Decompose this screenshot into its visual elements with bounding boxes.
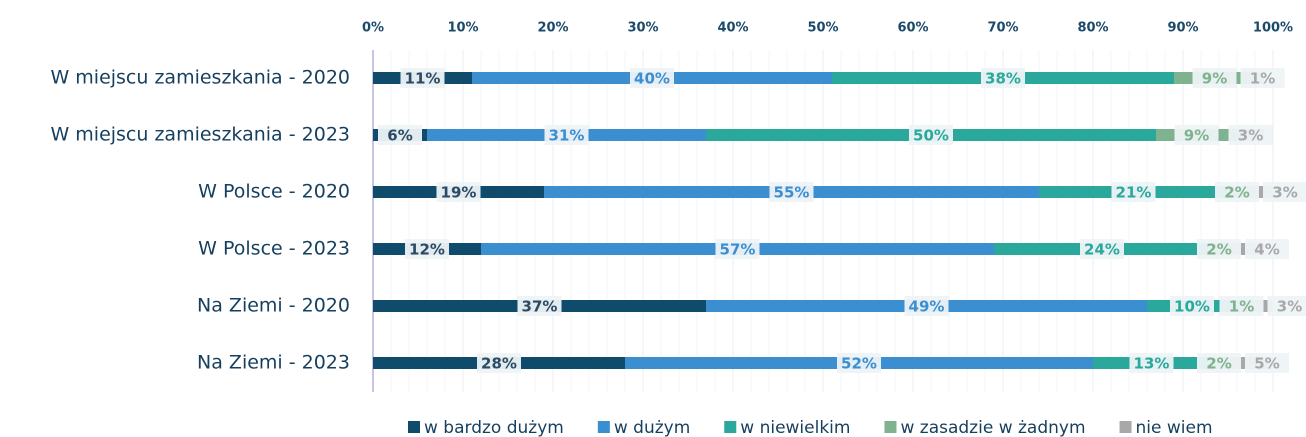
label-bg	[630, 68, 674, 88]
data-label: 50%	[913, 127, 949, 145]
legend-swatch	[408, 421, 420, 433]
legend-swatch	[1119, 421, 1132, 433]
data-label: 38%	[985, 70, 1021, 88]
legend-swatch	[884, 421, 897, 433]
data-label: 31%	[549, 127, 585, 145]
x-tick-label: 70%	[987, 21, 1018, 36]
label-bg	[400, 68, 445, 88]
category-label: Na Ziemi - 2023	[197, 352, 350, 374]
legend-swatch	[724, 421, 737, 433]
x-tick-label: 50%	[807, 21, 838, 36]
label-bg	[904, 296, 949, 316]
data-label: 9%	[1184, 127, 1209, 145]
data-label: 40%	[634, 70, 670, 88]
label-bg	[1219, 296, 1264, 316]
label-bg	[1197, 353, 1241, 373]
data-label: 28%	[481, 355, 517, 373]
label-bg	[1174, 125, 1219, 145]
data-label: 52%	[841, 355, 877, 373]
x-tick-label: 90%	[1167, 21, 1198, 36]
x-tick-label: 30%	[627, 21, 658, 36]
label-bg	[981, 68, 1025, 88]
category-label: W Polsce - 2020	[198, 181, 350, 203]
data-label: 12%	[409, 241, 445, 259]
legend-label: w bardzo dużym	[424, 418, 564, 437]
label-bg	[909, 125, 953, 145]
label-bg	[405, 239, 449, 259]
label-bg	[1080, 239, 1124, 259]
data-label: 9%	[1202, 70, 1227, 88]
data-label: 3%	[1238, 127, 1263, 145]
data-label: 2%	[1224, 184, 1249, 202]
label-bg	[436, 182, 481, 202]
data-label: 5%	[1254, 355, 1279, 373]
label-bg	[1197, 239, 1241, 259]
data-label: 3%	[1277, 298, 1302, 316]
label-bg	[544, 125, 589, 145]
label-bg	[1111, 182, 1156, 202]
label-bg	[769, 182, 814, 202]
label-bg	[517, 296, 562, 316]
x-tick-label: 40%	[717, 21, 748, 36]
legend-label: w dużym	[614, 418, 690, 437]
data-label: 37%	[522, 298, 558, 316]
label-bg	[1228, 125, 1273, 145]
legend-label: nie wiem	[1136, 418, 1213, 437]
data-label: 10%	[1174, 298, 1210, 316]
label-bg	[1170, 296, 1214, 316]
x-tick-label: 60%	[897, 21, 928, 36]
label-bg	[477, 353, 521, 373]
label-bg	[837, 353, 881, 373]
x-tick-label: 0%	[362, 21, 384, 36]
data-label: 19%	[441, 184, 477, 202]
label-bg	[1263, 182, 1306, 202]
label-bg	[1215, 182, 1259, 202]
category-label: Na Ziemi - 2020	[197, 295, 350, 317]
label-bg	[1240, 68, 1285, 88]
data-label: 55%	[774, 184, 810, 202]
label-bg	[1192, 68, 1237, 88]
data-label: 1%	[1229, 298, 1254, 316]
data-label: 6%	[387, 127, 412, 145]
category-label: W Polsce - 2023	[198, 238, 350, 260]
data-label: 11%	[405, 70, 441, 88]
data-label: 49%	[909, 298, 945, 316]
x-tick-label: 100%	[1253, 21, 1293, 36]
data-label: 1%	[1250, 70, 1275, 88]
x-tick-label: 10%	[447, 21, 478, 36]
data-label: 21%	[1116, 184, 1152, 202]
legend-label: w niewielkim	[740, 418, 850, 437]
data-label: 13%	[1134, 355, 1170, 373]
legend-swatch	[597, 421, 610, 433]
label-bg	[715, 239, 760, 259]
data-label: 3%	[1272, 184, 1297, 202]
category-label: W miejscu zamieszkania - 2020	[50, 67, 350, 89]
label-bg	[378, 125, 422, 145]
category-label: W miejscu zamieszkania - 2023	[50, 124, 350, 146]
legend-label: w zasadzie w żadnym	[900, 418, 1085, 437]
data-label: 2%	[1206, 241, 1231, 259]
label-bg	[1245, 353, 1289, 373]
data-label: 2%	[1206, 355, 1231, 373]
data-label: 24%	[1084, 241, 1120, 259]
data-label: 4%	[1254, 241, 1279, 259]
x-tick-label: 80%	[1077, 21, 1108, 36]
label-bg	[1129, 353, 1174, 373]
x-tick-label: 20%	[537, 21, 568, 36]
data-label: 57%	[720, 241, 756, 259]
label-bg	[1245, 239, 1289, 259]
label-bg	[1267, 296, 1306, 316]
